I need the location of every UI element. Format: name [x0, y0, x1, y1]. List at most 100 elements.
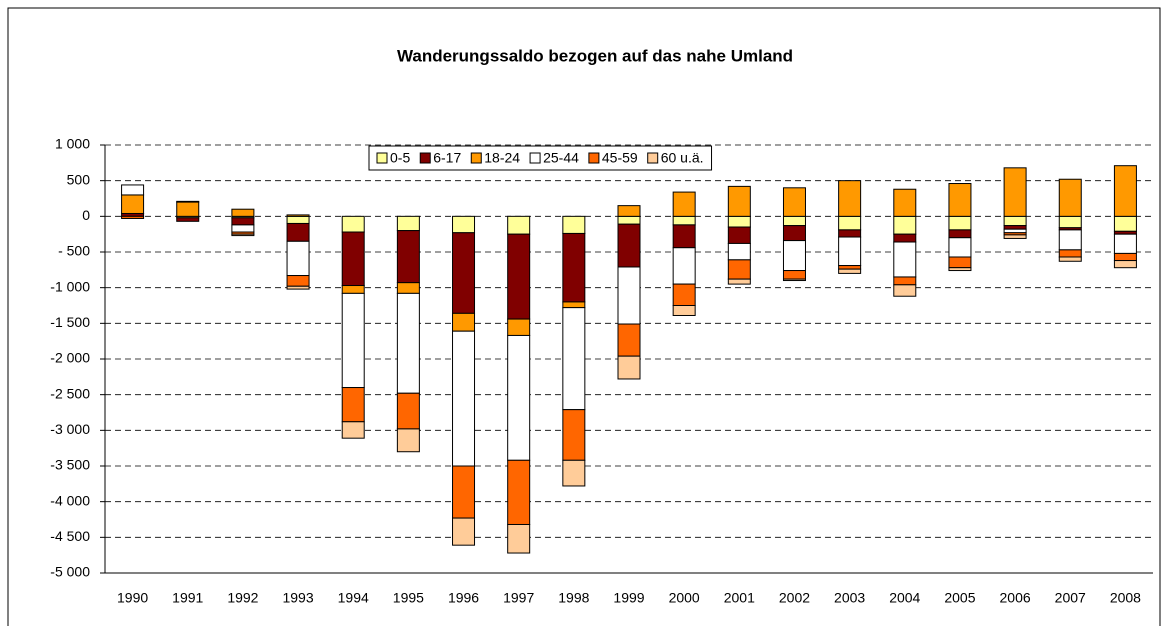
bar-segment: [176, 217, 200, 222]
x-tick-label: 2000: [669, 590, 700, 606]
bar-segment: [1113, 215, 1137, 232]
legend-label: 6-17: [433, 150, 461, 166]
bar-segment: [782, 270, 806, 280]
bar-segment: [452, 312, 476, 332]
x-tick-label: 1995: [393, 590, 424, 606]
bar-segment: [341, 215, 365, 233]
bar-segment: [893, 233, 917, 243]
bar-segment: [948, 237, 972, 258]
y-tick-label: -3 500: [50, 457, 90, 473]
x-tick-label: 2004: [889, 590, 920, 606]
y-tick-label: -1 000: [50, 278, 90, 294]
bar-segment: [507, 318, 531, 336]
bar-segment: [1058, 256, 1082, 262]
bar-segment: [1058, 249, 1082, 258]
bar-segment: [727, 185, 751, 217]
legend-label: 0-5: [390, 150, 410, 166]
y-tick-label: -3 000: [50, 421, 90, 437]
x-tick-label: 1996: [448, 590, 479, 606]
bar-segment: [286, 285, 310, 290]
bar-segment: [396, 230, 420, 284]
bar-segment: [562, 307, 586, 411]
x-tick-label: 1991: [172, 590, 203, 606]
bar-segment: [341, 387, 365, 423]
bar-segment: [782, 278, 806, 282]
bar-segment: [1003, 167, 1027, 217]
bar-segment: [727, 278, 751, 285]
y-tick-label: 500: [67, 171, 91, 187]
bar-segment: [617, 223, 641, 268]
bar-segment: [396, 282, 420, 294]
bar-segment: [176, 201, 200, 217]
bar-segment: [617, 215, 641, 225]
bar-segment: [1058, 229, 1082, 251]
x-tick-label: 2007: [1055, 590, 1086, 606]
bar-segment: [727, 215, 751, 228]
bar-segment: [893, 284, 917, 297]
bar-segment: [672, 215, 696, 226]
bar-segment: [562, 232, 586, 303]
bar-segment: [507, 233, 531, 320]
bar-segment: [948, 229, 972, 239]
bar-segment: [176, 200, 200, 203]
bar-segment: [1058, 178, 1082, 217]
bar-segment: [341, 231, 365, 287]
bar-segment: [948, 183, 972, 217]
bar-segment: [507, 215, 531, 235]
bar-segment: [121, 194, 145, 214]
legend-swatch: [376, 152, 388, 164]
bar-segment: [1113, 260, 1137, 269]
bar-segment: [617, 323, 641, 357]
legend-swatch: [647, 152, 659, 164]
bar-segment: [341, 292, 365, 389]
bar-segment: [231, 217, 255, 226]
legend-swatch: [588, 152, 600, 164]
bar-segment: [1003, 228, 1027, 234]
bar-segment: [452, 232, 476, 314]
bar-segment: [672, 283, 696, 307]
bar-segment: [948, 256, 972, 269]
bar-segment: [617, 266, 641, 325]
bar-segment: [782, 225, 806, 242]
x-tick-label: 1999: [613, 590, 644, 606]
bar-segment: [396, 292, 420, 394]
bar-segment: [562, 215, 586, 234]
bar-segment: [1003, 215, 1027, 227]
bar-segment: [452, 215, 476, 234]
bar-segment: [838, 236, 862, 267]
bar-segment: [782, 187, 806, 217]
bar-segment: [838, 215, 862, 231]
bar-segment: [562, 301, 586, 309]
bar-segment: [1058, 215, 1082, 229]
x-tick-label: 2005: [944, 590, 975, 606]
bar-segment: [1113, 165, 1137, 217]
bar-segment: [1003, 225, 1027, 230]
legend-label: 18-24: [484, 150, 520, 166]
bar-segment: [507, 523, 531, 554]
bar-segment: [286, 240, 310, 277]
bar-segment: [562, 409, 586, 461]
bar-segment: [727, 242, 751, 261]
bar-segment: [396, 392, 420, 430]
y-tick-label: -1 500: [50, 314, 90, 330]
bar-segment: [341, 285, 365, 294]
bar-segment: [617, 355, 641, 380]
bar-segment: [452, 330, 476, 467]
legend-swatch: [470, 152, 482, 164]
legend-label: 25-44: [543, 150, 579, 166]
bar-segment: [231, 208, 255, 217]
bar-segment: [231, 224, 255, 233]
bar-segment: [782, 215, 806, 227]
x-tick-label: 1993: [282, 590, 313, 606]
legend-swatch: [419, 152, 431, 164]
bar-segment: [672, 191, 696, 217]
bar-segment: [727, 259, 751, 280]
legend-swatch: [529, 152, 541, 164]
bar-segment: [672, 305, 696, 316]
legend: 0-5 6-17 18-24 25-44 45-59 60 u.ä.: [368, 145, 713, 171]
bar-segment: [617, 205, 641, 217]
legend-label: 60 u.ä.: [661, 150, 704, 166]
x-tick-label: 1997: [503, 590, 534, 606]
x-tick-label: 2008: [1110, 590, 1141, 606]
